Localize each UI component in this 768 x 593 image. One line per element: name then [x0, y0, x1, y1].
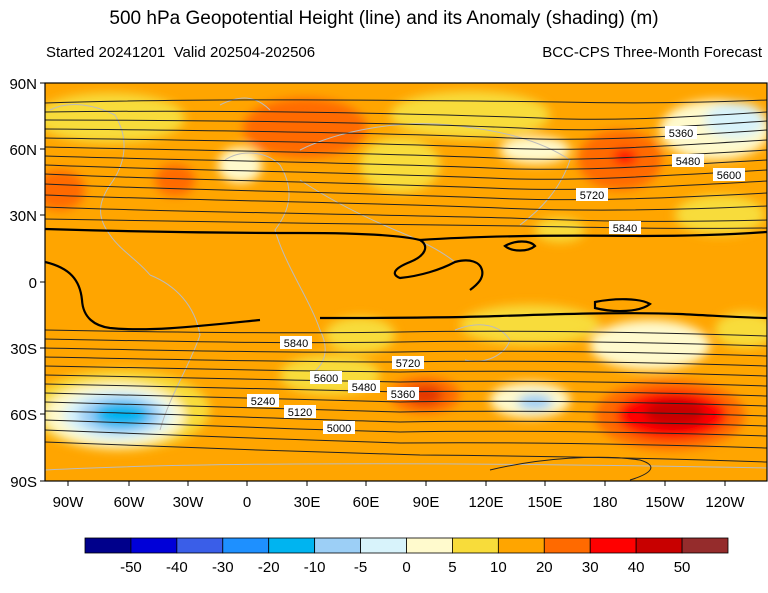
- colorbar-labels: -50 -40 -30 -20 -10 -5 0 5 10 20 30 40 50: [120, 559, 690, 576]
- contour-label: 5480: [672, 154, 704, 168]
- lon-label: 90W: [53, 494, 85, 511]
- contour-label: 5360: [665, 126, 697, 140]
- contours-north: [45, 99, 767, 229]
- colorbar-swatch: [635, 537, 683, 554]
- lon-label: 150W: [645, 494, 685, 511]
- contour-label: 5000: [323, 421, 355, 435]
- figure-title: 500 hPa Geopotential Height (line) and i…: [109, 8, 659, 29]
- axis-ticks: [40, 82, 726, 486]
- contour-label-text: 5600: [314, 373, 338, 385]
- lon-label: 60E: [353, 494, 380, 511]
- contour-labels: 5360 5480 5600 5720 5840 5840 5600 5480 …: [247, 126, 745, 435]
- contour-label-text: 5360: [669, 128, 693, 140]
- contour-label: 5240: [247, 394, 279, 408]
- contour-label-text: 5480: [352, 382, 376, 394]
- lon-label: 120W: [705, 494, 745, 511]
- contour-label: 5360: [387, 387, 419, 401]
- lon-label: 60W: [114, 494, 146, 511]
- model-name: BCC-CPS Three-Month Forecast: [542, 44, 762, 61]
- colorbar-label: 0: [402, 559, 410, 576]
- lat-label: 0: [29, 275, 37, 292]
- contour-label-text: 5360: [391, 389, 415, 401]
- lon-label: 30W: [173, 494, 205, 511]
- contour-label: 5480: [348, 380, 380, 394]
- colorbar-label: 5: [448, 559, 456, 576]
- contour-label: 5720: [576, 188, 608, 202]
- lat-label: 30S: [10, 341, 37, 358]
- colorbar-swatch: [268, 537, 316, 554]
- lat-label: 90S: [10, 474, 37, 491]
- lat-label: 90N: [9, 76, 37, 93]
- colorbar-label: 50: [674, 559, 691, 576]
- map-area: 5360 5480 5600 5720 5840 5840 5600 5480 …: [45, 83, 767, 481]
- colorbar-label: 40: [628, 559, 645, 576]
- lon-label: 180: [592, 494, 617, 511]
- lat-label: 60N: [9, 142, 37, 159]
- colorbar-swatch: [406, 537, 453, 554]
- lon-label: 0: [243, 494, 251, 511]
- lon-label: 90E: [413, 494, 440, 511]
- contour-label: 5720: [392, 356, 424, 370]
- coastlines: [45, 97, 767, 471]
- contour-label: 5600: [310, 371, 342, 385]
- contour-label-text: 5600: [717, 170, 741, 182]
- contour-label-text: 5840: [613, 223, 637, 235]
- colorbar-label: -30: [212, 559, 234, 576]
- colorbar-swatch: [314, 537, 361, 554]
- colorbar-swatch: [130, 537, 178, 554]
- lon-label: 150E: [527, 494, 562, 511]
- contour-label-text: 5480: [676, 156, 700, 168]
- lon-label: 120E: [468, 494, 503, 511]
- lat-label: 60S: [10, 407, 37, 424]
- colorbar-swatch: [84, 537, 132, 554]
- contour-label-text: 5720: [396, 358, 420, 370]
- colorbar-label: -10: [304, 559, 326, 576]
- colorbar-label: 10: [490, 559, 507, 576]
- contour-label-text: 5120: [288, 407, 312, 419]
- colorbar-label: -50: [120, 559, 142, 576]
- colorbar-label: -40: [166, 559, 188, 576]
- contour-label-text: 5720: [580, 190, 604, 202]
- colorbar: [84, 537, 729, 554]
- colorbar-label: -5: [354, 559, 367, 576]
- colorbar-swatch: [543, 537, 591, 554]
- colorbar-swatch: [222, 537, 270, 554]
- latitude-labels: 90N 60N 30N 0 30S 60S 90S: [9, 76, 37, 491]
- colorbar-label: -20: [258, 559, 280, 576]
- colorbar-label: 20: [536, 559, 553, 576]
- colorbar-label: 30: [582, 559, 599, 576]
- contour-label-text: 5000: [327, 423, 351, 435]
- longitude-labels: 90W 60W 30W 0 30E 60E 90E 120E 150E 180 …: [53, 494, 746, 511]
- contour-5880: [45, 227, 767, 331]
- colorbar-swatch: [452, 537, 499, 554]
- lon-label: 30E: [294, 494, 321, 511]
- colorbar-swatch: [497, 537, 545, 554]
- colorbar-swatch: [176, 537, 224, 554]
- contour-label-text: 5840: [284, 338, 308, 350]
- forecast-period: Started 20241201 Valid 202504-202506: [46, 44, 316, 61]
- contour-label-text: 5240: [251, 396, 275, 408]
- colorbar-swatch: [681, 537, 729, 554]
- contour-label: 5840: [609, 221, 641, 235]
- contour-label: 5600: [713, 168, 745, 182]
- lat-label: 30N: [9, 208, 37, 225]
- colorbar-swatch: [360, 537, 407, 554]
- contour-label: 5840: [280, 336, 312, 350]
- colorbar-swatch: [589, 537, 637, 554]
- contour-label: 5120: [284, 405, 316, 419]
